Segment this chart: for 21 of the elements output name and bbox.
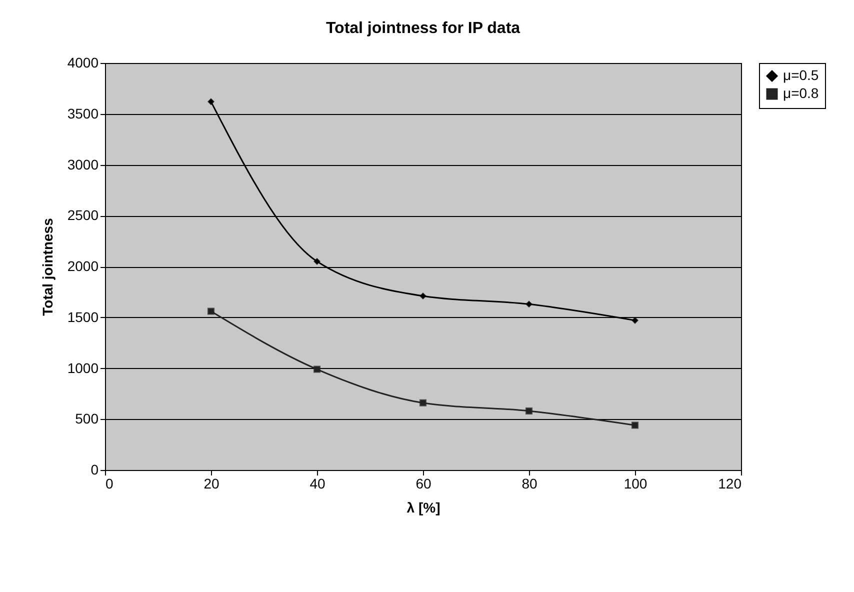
x-tick-label: 80 [522,476,538,492]
y-tick-label: 2000 [67,258,99,274]
x-tick-label: 0 [106,476,114,492]
y-axis-title: Total jointness [39,218,56,316]
y-tick-label: 500 [75,410,99,427]
y-tick-label: 0 [90,462,99,478]
x-tick-label: 100 [624,476,648,492]
y-tick-label: 3000 [67,156,99,172]
x-axis-title: λ [%] [406,500,440,516]
y-tick-label: 2500 [67,207,99,224]
y-tick-label: 1500 [67,308,99,325]
y-tick-label: 4000 [67,54,99,70]
chart-title: Total jointness for IP data [326,20,520,37]
y-tick-label: 3500 [67,105,99,122]
legend-label: μ=0.8 [783,85,819,101]
y-tick-label: 1000 [67,360,99,376]
legend-label: μ=0.5 [783,67,819,83]
x-tick-label: 120 [718,476,742,492]
x-tick-label: 20 [204,476,220,492]
x-tick-label: 40 [310,476,326,492]
x-tick-label: 60 [416,476,432,492]
